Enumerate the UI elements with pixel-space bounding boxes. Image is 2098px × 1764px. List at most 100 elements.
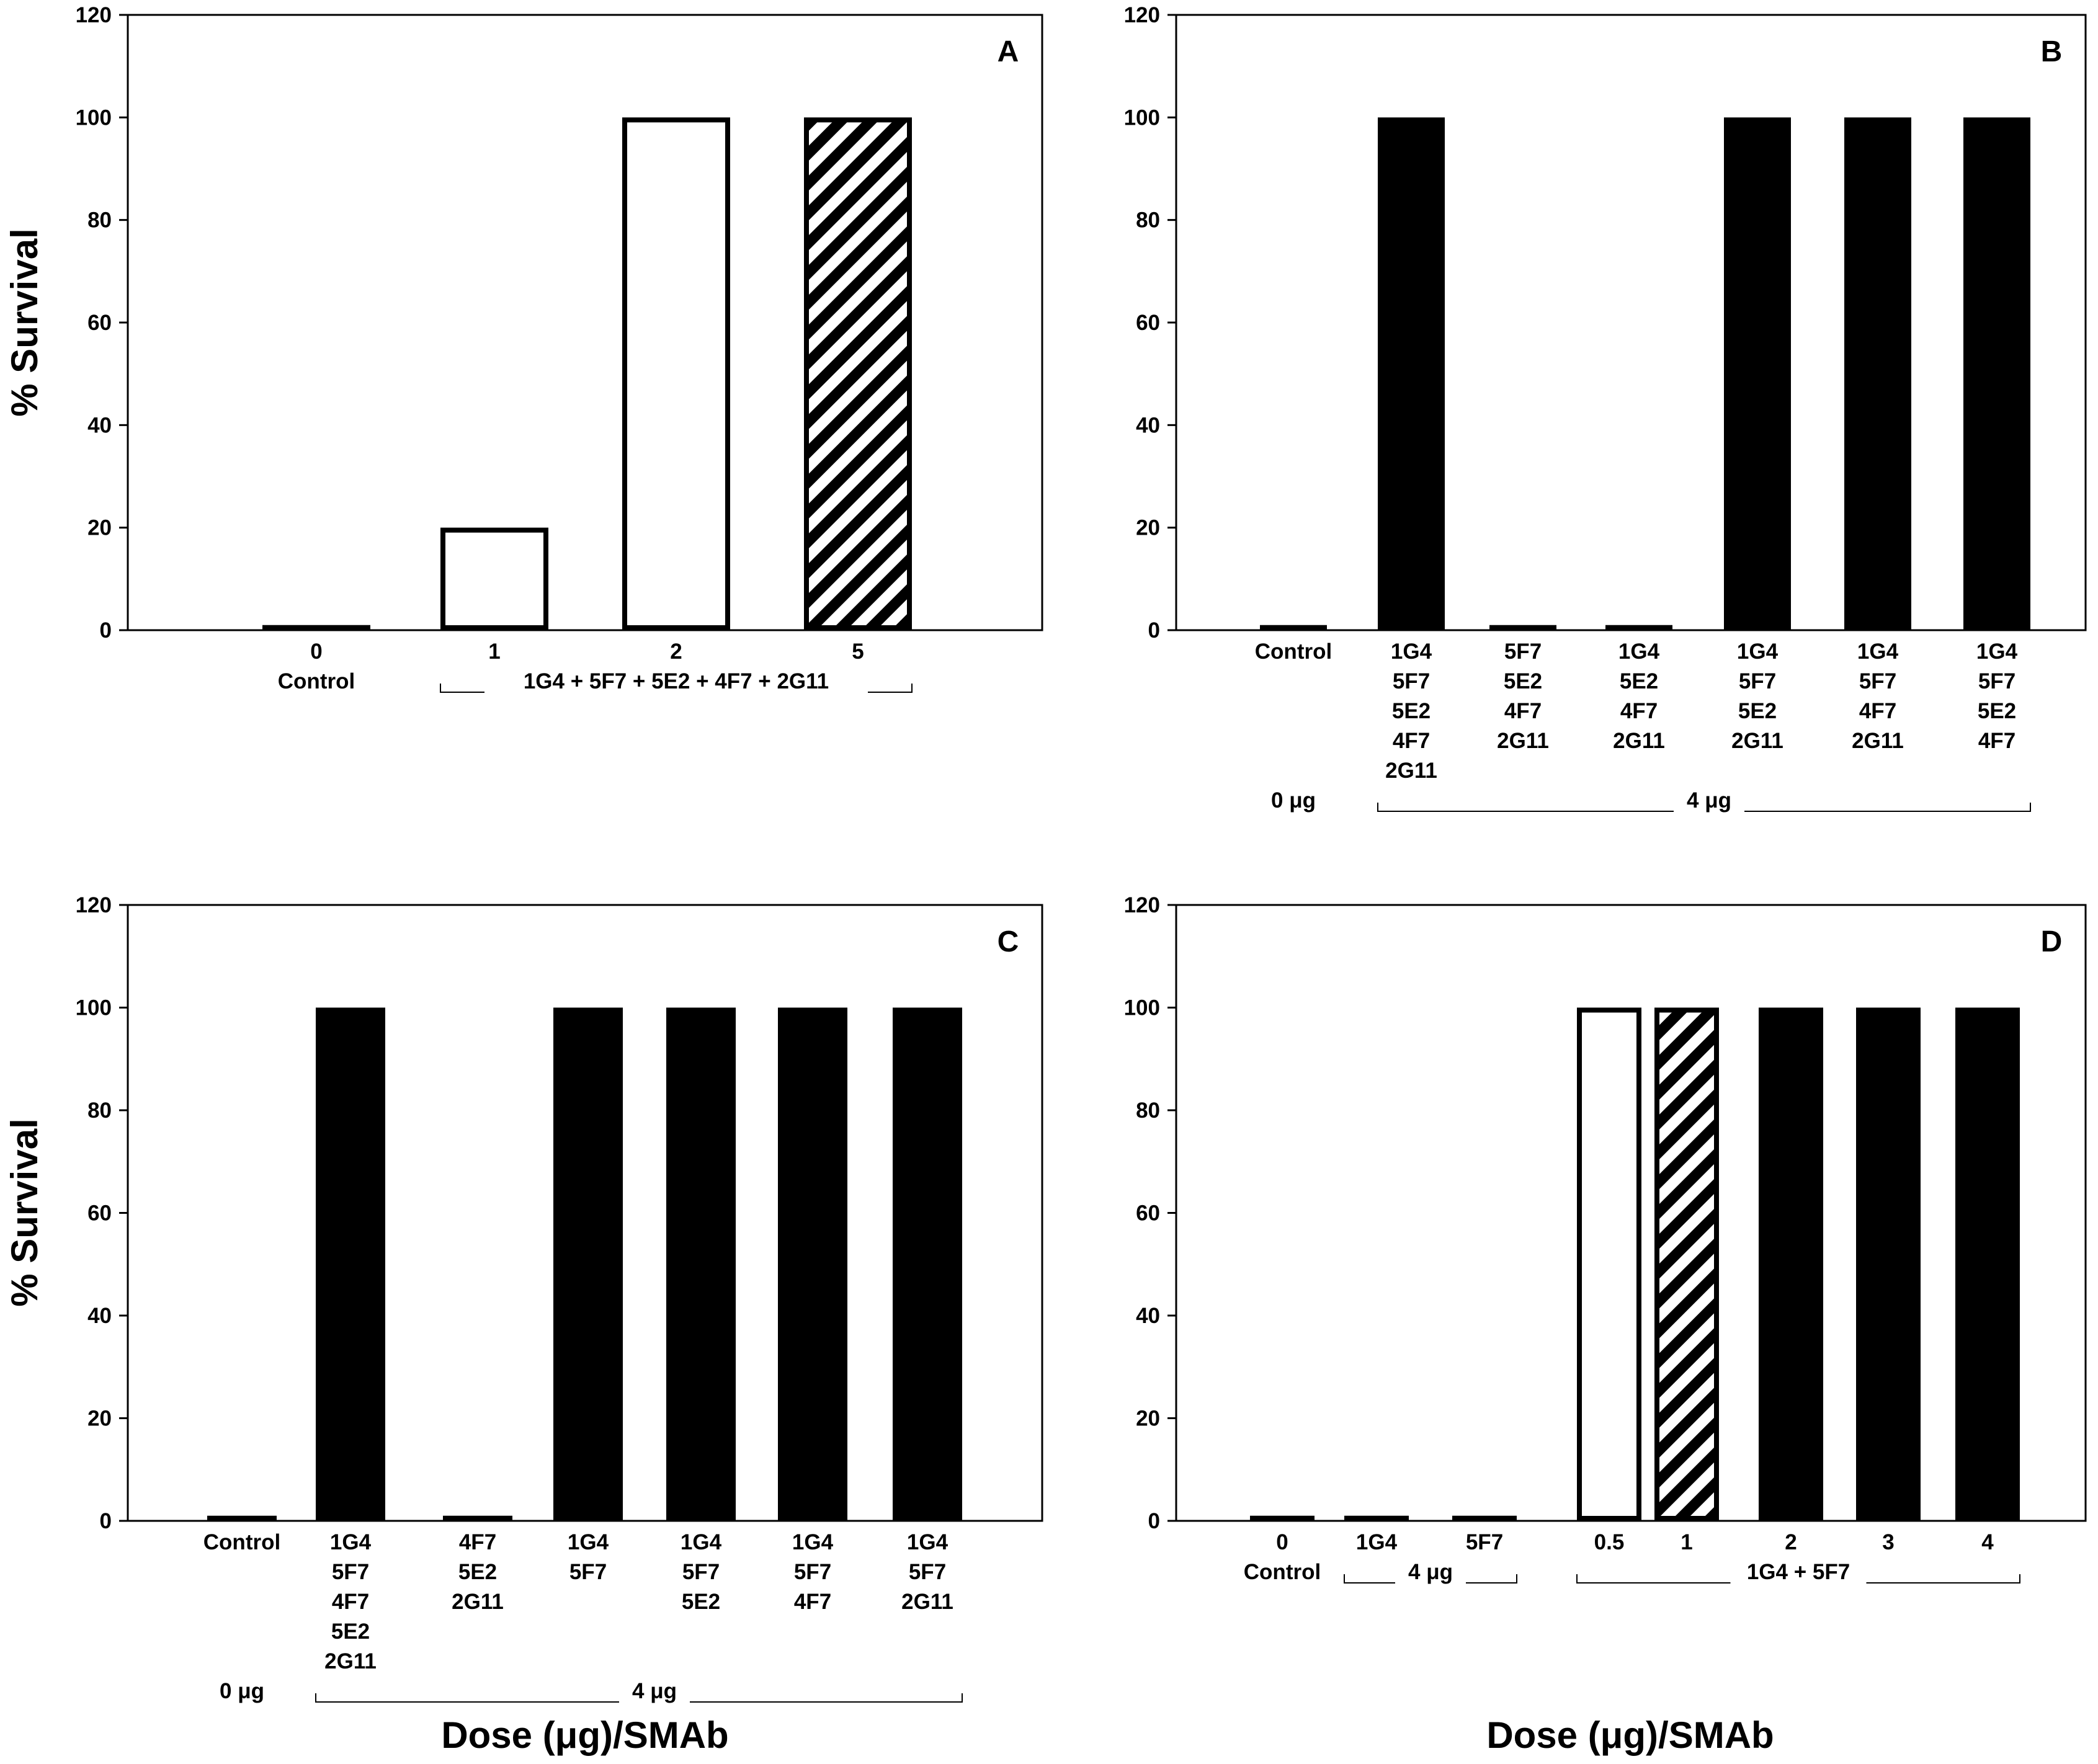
y-tick-label: 20 bbox=[1136, 1407, 1160, 1431]
y-tick-label: 0 bbox=[100, 1509, 112, 1533]
category-label: 5F7 bbox=[682, 1560, 720, 1584]
category-label: 5F7 bbox=[1859, 669, 1896, 693]
category-label: 4F7 bbox=[1620, 699, 1658, 723]
y-axis-label: % Survival bbox=[4, 1118, 45, 1307]
category-label: 1G4 bbox=[907, 1530, 949, 1554]
x-axis-label: Dose (μg)/SMAb bbox=[1486, 1714, 1774, 1756]
y-tick-label: 80 bbox=[87, 1098, 112, 1123]
group-bracket-left bbox=[440, 684, 484, 693]
category-label: 4F7 bbox=[1393, 729, 1430, 753]
category-label: 2G11 bbox=[1385, 759, 1437, 783]
category-label: 4 bbox=[1981, 1530, 1994, 1554]
y-tick-label: 60 bbox=[1136, 1201, 1160, 1226]
chart-panel-b: 0 20 40 60 80 100 120 B Control 1G4 5F7 5E2 4F7 2G11 5… bbox=[1124, 3, 2087, 813]
category-label: 5E2 bbox=[1738, 699, 1777, 723]
category-label: 5E2 bbox=[1392, 699, 1431, 723]
chart-panel-d: 0 20 40 60 80 100 120 D 0 Control 1G4 5F7 0.5 1 2 3 4 4 μ… bbox=[1124, 893, 2087, 1756]
y-tick-label: 80 bbox=[87, 208, 112, 233]
group-label: 4 μg bbox=[632, 1679, 677, 1703]
bar bbox=[1955, 1007, 2020, 1521]
y-axis-label: % Survival bbox=[4, 228, 45, 417]
bar bbox=[1260, 625, 1327, 630]
y-tick-label: 100 bbox=[76, 996, 112, 1020]
y-tick-label: 20 bbox=[1136, 516, 1160, 540]
category-label: 4F7 bbox=[1978, 729, 2015, 753]
bar bbox=[316, 1007, 385, 1521]
category-label: 1G4 bbox=[1618, 639, 1660, 664]
y-tick-label: 100 bbox=[76, 105, 112, 130]
y-tick-label: 20 bbox=[87, 516, 112, 540]
category-label: 5F7 bbox=[909, 1560, 946, 1584]
group-label: 4 μg bbox=[1408, 1560, 1453, 1584]
bar bbox=[1759, 1007, 1823, 1521]
y-tick-label: 40 bbox=[1136, 413, 1160, 437]
category-label: Control bbox=[278, 669, 355, 693]
category-label: Control bbox=[203, 1530, 280, 1554]
category-label: 5F7 bbox=[1978, 669, 2015, 693]
bar bbox=[1489, 625, 1556, 630]
group-bracket-left bbox=[1344, 1574, 1395, 1584]
bar bbox=[1856, 1007, 1921, 1521]
y-tick-label: 80 bbox=[1136, 208, 1160, 233]
category-label: 5E2 bbox=[331, 1619, 370, 1644]
bar bbox=[1577, 1007, 1641, 1521]
y-tick-label: 60 bbox=[1136, 311, 1160, 335]
y-tick-label: 120 bbox=[1124, 3, 1160, 27]
bar bbox=[666, 1007, 736, 1521]
category-label: 5E2 bbox=[1620, 669, 1658, 693]
plot-frame bbox=[1175, 14, 2087, 631]
category-label: Control bbox=[1255, 639, 1332, 664]
group-label: 4 μg bbox=[1687, 788, 1731, 813]
category-label: 1G4 bbox=[330, 1530, 372, 1554]
group-bracket-left bbox=[1377, 803, 1674, 812]
y-tick-label: 0 bbox=[1148, 618, 1160, 643]
category-label: 1G4 bbox=[568, 1530, 609, 1554]
bar bbox=[207, 1515, 277, 1521]
category-label: 2G11 bbox=[324, 1649, 377, 1673]
category-label: 5F7 bbox=[1739, 669, 1776, 693]
y-tick-label: 120 bbox=[76, 893, 112, 917]
y-tick-label: 0 bbox=[1148, 1509, 1160, 1533]
category-label: 1G4 bbox=[1737, 639, 1779, 664]
category-label: Control bbox=[1244, 1560, 1321, 1584]
y-tick-label: 20 bbox=[87, 1407, 112, 1431]
category-label: 5E2 bbox=[1978, 699, 2016, 723]
bar bbox=[1963, 117, 2030, 631]
bar bbox=[1844, 117, 1911, 631]
group-label: 0 μg bbox=[220, 1679, 264, 1703]
group-bracket-right bbox=[1866, 1574, 2020, 1584]
category-label: 5E2 bbox=[458, 1560, 497, 1584]
y-tick-label: 120 bbox=[76, 3, 112, 27]
bar bbox=[553, 1007, 623, 1521]
category-label: 4F7 bbox=[332, 1590, 369, 1614]
category-label: 1 bbox=[1681, 1530, 1692, 1554]
category-label: 1G4 bbox=[1857, 639, 1899, 664]
category-label: 0.5 bbox=[1594, 1530, 1625, 1554]
panel-letter: B bbox=[2041, 35, 2063, 68]
panel-letter: D bbox=[2041, 925, 2063, 958]
x-axis-label: Dose (μg)/SMAb bbox=[441, 1714, 728, 1756]
y-tick-label: 0 bbox=[100, 618, 112, 643]
bar bbox=[440, 527, 548, 631]
category-label: 5F7 bbox=[332, 1560, 369, 1584]
category-label: 1G4 bbox=[681, 1530, 722, 1554]
bar bbox=[1724, 117, 1791, 631]
category-label: 4F7 bbox=[794, 1590, 831, 1614]
category-label: 2G11 bbox=[1731, 729, 1783, 753]
category-label: 2G11 bbox=[1852, 729, 1904, 753]
group-label: 0 μg bbox=[1271, 788, 1316, 813]
y-tick-label: 40 bbox=[87, 413, 112, 437]
category-label: 5F7 bbox=[1466, 1530, 1503, 1554]
group-bracket-left bbox=[1576, 1574, 1731, 1584]
chart-panel-a: 0 20 40 60 80 100 120 A 0 Control 1 2 5 1G4 + 5F7 + 5… bbox=[4, 3, 1043, 693]
y-tick-label: 120 bbox=[1124, 893, 1160, 917]
bar bbox=[1452, 1515, 1517, 1521]
category-label: 4F7 bbox=[1859, 699, 1896, 723]
category-label: 5F7 bbox=[569, 1560, 607, 1584]
group-bracket-right bbox=[690, 1693, 963, 1703]
category-label: 1G4 bbox=[1356, 1530, 1398, 1554]
category-label: 2G11 bbox=[901, 1590, 953, 1614]
group-bracket-right bbox=[1466, 1574, 1517, 1584]
y-tick-label: 60 bbox=[87, 1201, 112, 1226]
